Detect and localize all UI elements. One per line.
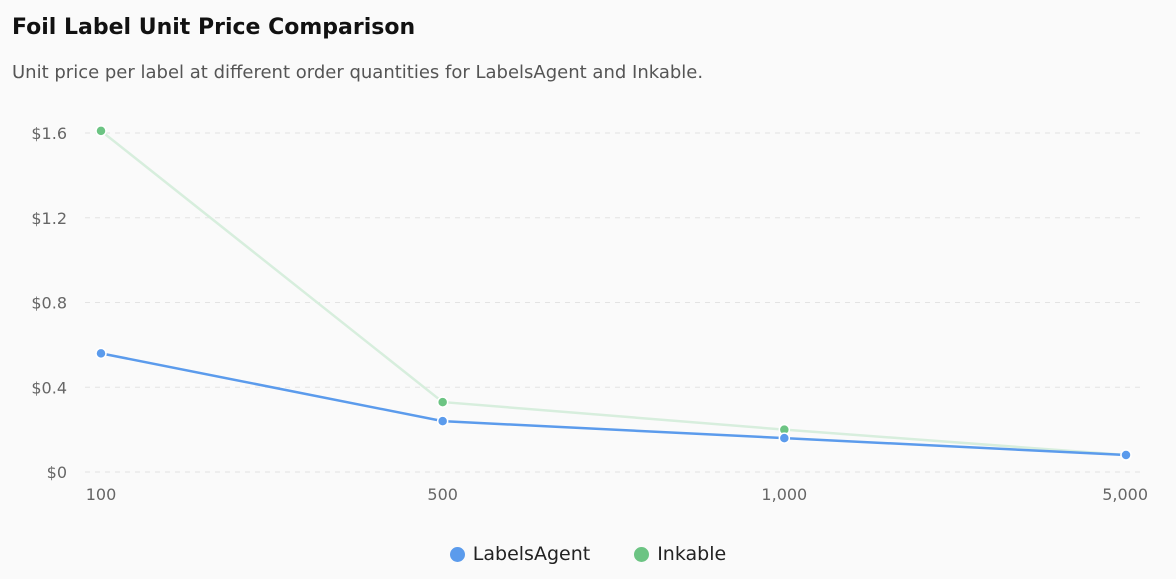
y-tick-label: $1.2: [31, 209, 67, 228]
y-tick-label: $1.6: [31, 124, 67, 143]
data-point-labelsagent[interactable]: [1120, 449, 1132, 461]
data-point-labelsagent[interactable]: [95, 347, 107, 360]
legend-label-labelsagent: LabelsAgent: [472, 543, 591, 565]
y-axis: $0 $0.4 $0.8 $1.2 $1.6: [31, 124, 67, 482]
legend-label-inkable: Inkable: [657, 543, 727, 565]
line-chart: $0 $0.4 $0.8 $1.2 $1.6 100 500 1,000 5,000: [31, 124, 1148, 504]
x-axis: 100 500 1,000 5,000: [86, 485, 1148, 504]
y-tick-label: $0.4: [31, 378, 67, 397]
data-point-inkable[interactable]: [436, 396, 449, 408]
legend-marker-inkable: [634, 546, 650, 562]
data-point-labelsagent[interactable]: [436, 415, 449, 427]
x-tick-label: 500: [427, 485, 458, 504]
chart-subtitle: Unit price per label at different order …: [12, 62, 704, 83]
series-line-inkable: [100, 129, 1127, 457]
y-tick-label: $0: [47, 463, 67, 482]
x-tick-label: 1,000: [761, 485, 807, 504]
data-point-labelsagent[interactable]: [778, 432, 791, 444]
series-group: [95, 125, 1132, 461]
legend-item-inkable[interactable]: Inkable: [634, 543, 726, 565]
x-tick-label: 5,000: [1102, 485, 1148, 504]
series-line-labelsagent: [100, 352, 1127, 457]
grid-lines: [85, 132, 1140, 473]
legend: LabelsAgent Inkable: [0, 543, 1176, 565]
chart-title: Foil Label Unit Price Comparison: [12, 15, 416, 40]
data-point-inkable[interactable]: [95, 125, 107, 137]
legend-marker-labelsagent: [449, 546, 465, 562]
y-tick-label: $0.8: [31, 294, 67, 313]
legend-item-labelsagent[interactable]: LabelsAgent: [449, 543, 591, 565]
x-tick-label: 100: [86, 485, 117, 504]
